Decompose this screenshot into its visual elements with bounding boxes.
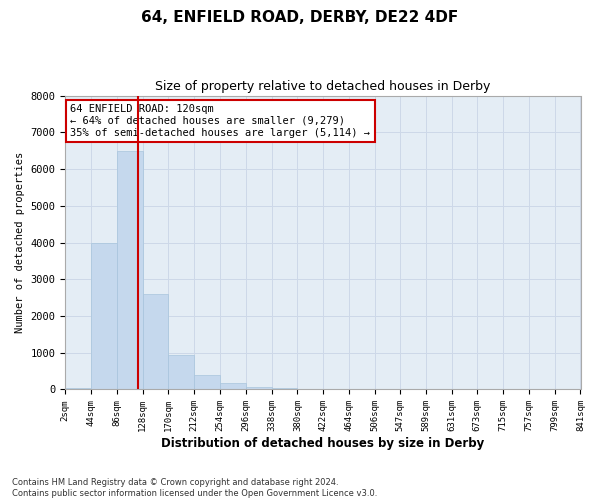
Bar xyxy=(220,383,246,390)
Text: Contains HM Land Registry data © Crown copyright and database right 2024.
Contai: Contains HM Land Registry data © Crown c… xyxy=(12,478,377,498)
Bar xyxy=(65,388,91,390)
Text: 64, ENFIELD ROAD, DERBY, DE22 4DF: 64, ENFIELD ROAD, DERBY, DE22 4DF xyxy=(142,10,458,25)
Bar xyxy=(169,355,194,390)
X-axis label: Distribution of detached houses by size in Derby: Distribution of detached houses by size … xyxy=(161,437,485,450)
Bar xyxy=(143,294,169,390)
Bar xyxy=(91,243,117,390)
Y-axis label: Number of detached properties: Number of detached properties xyxy=(15,152,25,333)
Bar xyxy=(194,375,220,390)
Bar xyxy=(272,388,298,390)
Bar xyxy=(246,388,272,390)
Title: Size of property relative to detached houses in Derby: Size of property relative to detached ho… xyxy=(155,80,491,93)
Bar xyxy=(117,151,143,390)
Text: 64 ENFIELD ROAD: 120sqm
← 64% of detached houses are smaller (9,279)
35% of semi: 64 ENFIELD ROAD: 120sqm ← 64% of detache… xyxy=(70,104,370,138)
